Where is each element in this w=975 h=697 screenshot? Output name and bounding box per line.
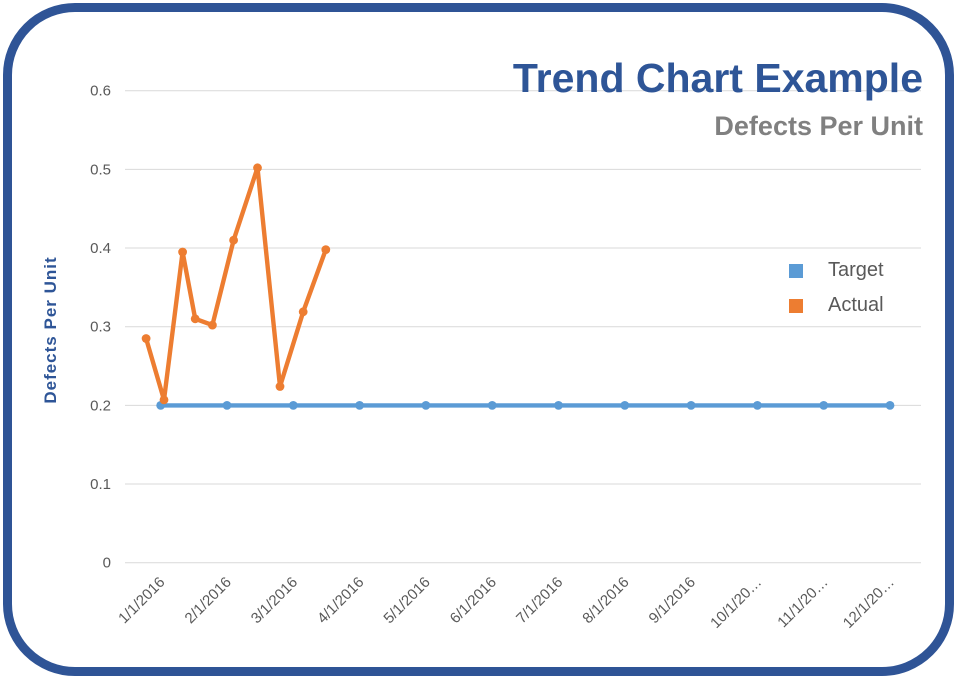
svg-text:12/1/20…: 12/1/20…: [840, 574, 898, 632]
svg-text:3/1/2016: 3/1/2016: [248, 574, 301, 627]
y-axis-title: Defects Per Unit: [41, 256, 60, 404]
data-point-target: [554, 401, 563, 410]
legend-label-target: Target: [828, 259, 884, 281]
svg-text:4/1/2016: 4/1/2016: [314, 574, 367, 627]
data-point-target: [487, 401, 497, 410]
svg-text:0.1: 0.1: [90, 476, 111, 493]
data-point-target: [222, 401, 232, 410]
svg-text:0.6: 0.6: [90, 83, 111, 100]
data-point-actual: [159, 395, 169, 405]
legend: Target Actual: [789, 258, 884, 318]
data-point-actual: [178, 247, 188, 257]
data-point-target: [686, 401, 696, 410]
data-point-actual: [253, 163, 262, 173]
data-point-target: [753, 401, 762, 410]
svg-text:8/1/2016: 8/1/2016: [579, 574, 632, 627]
y-axis-labels: 0 0.1 0.2 0.3 0.4 0.5 0.6: [90, 83, 111, 572]
page-title: Trend Chart Example: [512, 55, 923, 101]
data-point-actual: [208, 320, 217, 330]
data-point-target: [355, 401, 364, 410]
svg-text:0: 0: [103, 555, 111, 572]
data-point-target: [288, 401, 298, 410]
svg-text:1/1/2016: 1/1/2016: [115, 574, 168, 627]
legend-item-target: Target: [789, 258, 884, 283]
svg-text:5/1/2016: 5/1/2016: [380, 574, 433, 627]
gridlines: [125, 90, 921, 564]
data-point-actual: [298, 307, 308, 317]
page-subtitle: Defects Per Unit: [714, 111, 923, 141]
data-point-target: [885, 401, 895, 410]
svg-text:0.3: 0.3: [90, 319, 111, 336]
legend-item-actual: Actual: [789, 293, 884, 318]
svg-text:0.5: 0.5: [90, 161, 111, 178]
data-point-actual: [275, 382, 285, 391]
legend-swatch-actual: [789, 298, 803, 313]
svg-text:10/1/20…: 10/1/20…: [707, 574, 765, 632]
data-point-actual: [141, 334, 151, 343]
svg-text:0.4: 0.4: [90, 240, 111, 257]
series-target: [156, 401, 895, 410]
svg-text:2/1/2016: 2/1/2016: [182, 574, 235, 627]
svg-text:11/1/20…: 11/1/20…: [774, 574, 831, 631]
svg-text:0.2: 0.2: [90, 397, 111, 414]
data-point-target: [819, 401, 829, 410]
data-point-actual: [190, 314, 200, 324]
svg-text:9/1/2016: 9/1/2016: [646, 574, 699, 627]
series-actual: [141, 163, 331, 405]
chart-header: Trend Chart Example Defects Per Unit: [513, 0, 923, 140]
x-axis-labels: 1/1/2016 2/1/2016 3/1/2016 4/1/2016 5/1/2016…: [115, 574, 898, 632]
data-point-actual: [321, 245, 331, 255]
legend-label-actual: Actual: [828, 294, 884, 316]
legend-swatch-target: [789, 263, 803, 278]
data-point-target: [620, 401, 630, 410]
data-point-actual: [229, 235, 239, 245]
svg-text:6/1/2016: 6/1/2016: [447, 574, 500, 627]
data-point-target: [421, 401, 431, 410]
svg-text:7/1/2016: 7/1/2016: [513, 574, 566, 627]
